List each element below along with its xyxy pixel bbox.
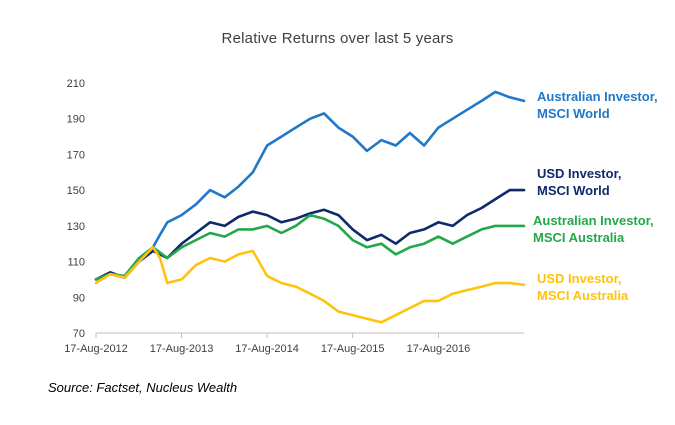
y-tick-label: 90 (73, 292, 85, 304)
series-lines (94, 90, 526, 324)
x-tick-label: 17-Aug-2015 (321, 343, 385, 355)
x-tick-label: 17-Aug-2013 (150, 343, 214, 355)
legend-label-usd-investor-msci-world: USD Investor, MSCI World (537, 166, 622, 198)
y-tick-label: 130 (67, 221, 85, 233)
y-tick-label: 170 (67, 149, 85, 161)
legend-label-australian-investor-msci-australia: Australian Investor, MSCI Australia (533, 213, 654, 245)
legend-label-usd-investor-msci-australia: USD Investor, MSCI Australia (537, 271, 629, 303)
source-note: Source: Factset, Nucleus Wealth (48, 380, 238, 395)
y-tick-label: 150 (67, 185, 85, 197)
y-axis: 70 90 110 130 150 170 190 210 (67, 78, 85, 340)
x-tick-label: 17-Aug-2016 (407, 343, 471, 355)
legend-label-australian-investor-msci-world: Australian Investor, MSCI World (537, 89, 658, 121)
series-line-australian-investor-msci-australia (94, 213, 526, 281)
series-line-usd-investor-msci-australia (94, 246, 526, 324)
y-tick-label: 190 (67, 114, 85, 126)
y-tick-label: 210 (67, 78, 85, 90)
x-tick-label: 17-Aug-2014 (235, 343, 299, 355)
y-tick-label: 70 (73, 328, 85, 340)
y-tick-label: 110 (67, 257, 85, 269)
x-axis: 17-Aug-2012 17-Aug-2013 17-Aug-2014 17-Aug-… (64, 332, 524, 355)
series-line-australian-investor-msci-world (94, 90, 526, 281)
x-tick-label: 17-Aug-2012 (64, 343, 128, 355)
chart-title: Relative Returns over last 5 years (221, 30, 454, 47)
